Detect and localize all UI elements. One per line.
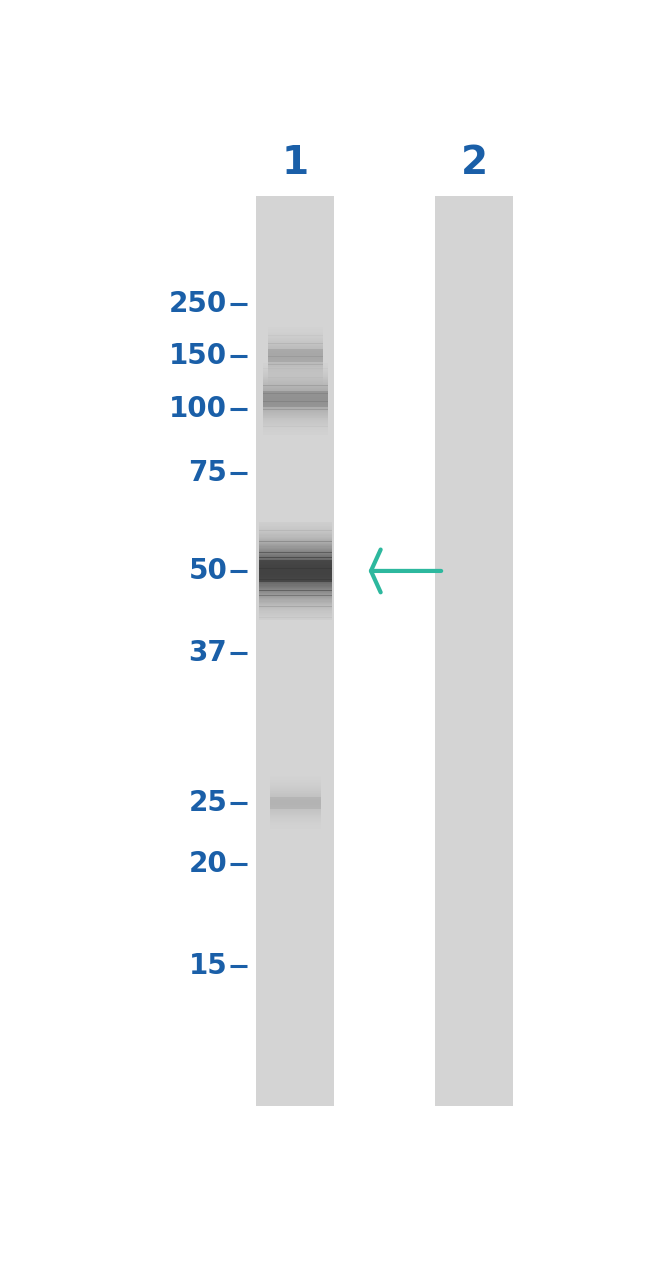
Bar: [259, 616, 332, 617]
Bar: [259, 537, 332, 540]
Bar: [259, 566, 332, 568]
Bar: [259, 615, 332, 616]
Bar: [270, 796, 320, 809]
Bar: [435, 197, 514, 1106]
Bar: [259, 526, 332, 527]
Text: 20: 20: [188, 851, 228, 879]
Bar: [259, 575, 332, 577]
Bar: [259, 541, 332, 542]
Text: 2: 2: [461, 144, 488, 182]
Text: 250: 250: [169, 290, 227, 318]
Bar: [259, 612, 332, 613]
Bar: [259, 531, 332, 532]
Bar: [259, 606, 332, 607]
Bar: [259, 572, 332, 574]
Bar: [259, 613, 332, 615]
Bar: [259, 592, 332, 593]
Bar: [259, 589, 332, 591]
Bar: [259, 591, 332, 592]
Bar: [259, 550, 332, 551]
Bar: [259, 536, 332, 537]
Bar: [259, 522, 332, 523]
Bar: [259, 596, 332, 597]
Bar: [259, 605, 332, 606]
Bar: [259, 533, 332, 535]
Bar: [259, 583, 332, 584]
Text: 15: 15: [188, 952, 228, 980]
Bar: [259, 582, 332, 583]
Bar: [259, 603, 332, 605]
Bar: [259, 552, 332, 554]
Bar: [268, 349, 323, 362]
Bar: [259, 602, 332, 603]
Text: 75: 75: [188, 460, 228, 488]
Bar: [259, 577, 332, 578]
Bar: [259, 574, 332, 575]
Bar: [259, 607, 332, 610]
Bar: [259, 587, 332, 588]
Text: 1: 1: [282, 144, 309, 182]
Text: 37: 37: [188, 639, 228, 667]
Bar: [259, 555, 332, 556]
Bar: [259, 560, 332, 561]
Bar: [259, 578, 332, 579]
Bar: [259, 544, 332, 545]
Bar: [259, 523, 332, 525]
Bar: [259, 585, 332, 587]
Text: 100: 100: [170, 395, 228, 423]
Bar: [259, 547, 332, 549]
Bar: [259, 597, 332, 598]
Bar: [259, 549, 332, 550]
Bar: [259, 601, 332, 602]
Bar: [259, 608, 332, 610]
Bar: [259, 538, 332, 540]
Bar: [259, 563, 332, 564]
Bar: [259, 573, 332, 575]
Bar: [259, 542, 332, 544]
Bar: [259, 558, 332, 559]
Bar: [259, 611, 332, 612]
Bar: [259, 551, 332, 552]
Text: 50: 50: [188, 558, 228, 585]
Bar: [259, 536, 332, 538]
Bar: [259, 564, 332, 565]
Bar: [259, 610, 332, 611]
Bar: [259, 599, 332, 601]
Bar: [259, 588, 332, 589]
Bar: [259, 525, 332, 526]
Bar: [259, 569, 332, 570]
Bar: [259, 584, 332, 585]
Bar: [259, 560, 332, 582]
Bar: [259, 527, 332, 528]
Bar: [259, 540, 332, 541]
Bar: [259, 554, 332, 555]
Bar: [259, 579, 332, 580]
Bar: [259, 580, 332, 582]
Bar: [259, 556, 332, 558]
Bar: [259, 530, 332, 531]
Bar: [259, 598, 332, 599]
Bar: [259, 568, 332, 569]
Bar: [259, 561, 332, 563]
Bar: [263, 391, 328, 406]
Bar: [259, 617, 332, 618]
Text: 150: 150: [169, 342, 227, 370]
Bar: [259, 606, 332, 608]
Bar: [259, 618, 332, 620]
Bar: [259, 594, 332, 596]
Bar: [259, 559, 332, 560]
Bar: [259, 535, 332, 536]
Bar: [259, 545, 332, 546]
Bar: [259, 565, 332, 566]
Bar: [259, 593, 332, 594]
Bar: [259, 546, 332, 547]
Bar: [259, 570, 332, 572]
Text: 25: 25: [188, 789, 228, 817]
Bar: [259, 528, 332, 530]
Bar: [256, 197, 334, 1106]
Bar: [259, 532, 332, 533]
Bar: [259, 572, 332, 573]
